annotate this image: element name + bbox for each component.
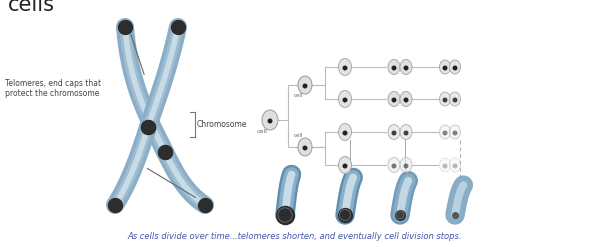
Circle shape — [453, 164, 457, 168]
Ellipse shape — [440, 60, 451, 74]
Ellipse shape — [440, 125, 451, 139]
Circle shape — [404, 65, 408, 70]
Circle shape — [343, 130, 348, 136]
Circle shape — [442, 65, 447, 70]
Circle shape — [392, 130, 396, 136]
Ellipse shape — [388, 60, 400, 75]
Ellipse shape — [400, 60, 412, 75]
Circle shape — [442, 164, 447, 168]
Circle shape — [392, 65, 396, 70]
Ellipse shape — [339, 59, 352, 76]
Text: cell: cell — [257, 129, 267, 134]
Ellipse shape — [339, 124, 352, 141]
Text: cells: cells — [8, 0, 55, 15]
Circle shape — [404, 130, 408, 136]
Text: Telomeres, end caps that
protect the chromosome: Telomeres, end caps that protect the chr… — [5, 79, 101, 98]
Circle shape — [343, 98, 348, 103]
Ellipse shape — [400, 158, 412, 172]
Circle shape — [392, 164, 396, 168]
Circle shape — [303, 83, 307, 88]
Ellipse shape — [440, 158, 451, 172]
Circle shape — [392, 98, 396, 103]
Ellipse shape — [339, 90, 352, 107]
Circle shape — [404, 98, 408, 103]
Ellipse shape — [339, 157, 352, 173]
Circle shape — [453, 130, 457, 136]
Circle shape — [453, 65, 457, 70]
Ellipse shape — [400, 91, 412, 106]
Circle shape — [343, 164, 348, 168]
Circle shape — [442, 98, 447, 103]
Text: cell: cell — [293, 133, 303, 138]
Text: Chromosome: Chromosome — [197, 120, 247, 129]
Circle shape — [442, 130, 447, 136]
Ellipse shape — [298, 138, 312, 156]
Ellipse shape — [450, 60, 461, 74]
Circle shape — [453, 98, 457, 103]
Ellipse shape — [388, 124, 400, 140]
Ellipse shape — [262, 110, 278, 130]
Ellipse shape — [388, 158, 400, 172]
Ellipse shape — [450, 158, 461, 172]
Ellipse shape — [440, 92, 451, 106]
Circle shape — [404, 164, 408, 168]
Ellipse shape — [450, 125, 461, 139]
Text: cell: cell — [293, 93, 303, 98]
Ellipse shape — [450, 92, 461, 106]
Ellipse shape — [400, 124, 412, 140]
Text: As cells divide over time...telomeres shorten, and eventually cell division stop: As cells divide over time...telomeres sh… — [128, 232, 462, 241]
Circle shape — [267, 119, 273, 124]
Circle shape — [303, 145, 307, 150]
Circle shape — [343, 65, 348, 70]
Ellipse shape — [388, 91, 400, 106]
Ellipse shape — [298, 76, 312, 94]
